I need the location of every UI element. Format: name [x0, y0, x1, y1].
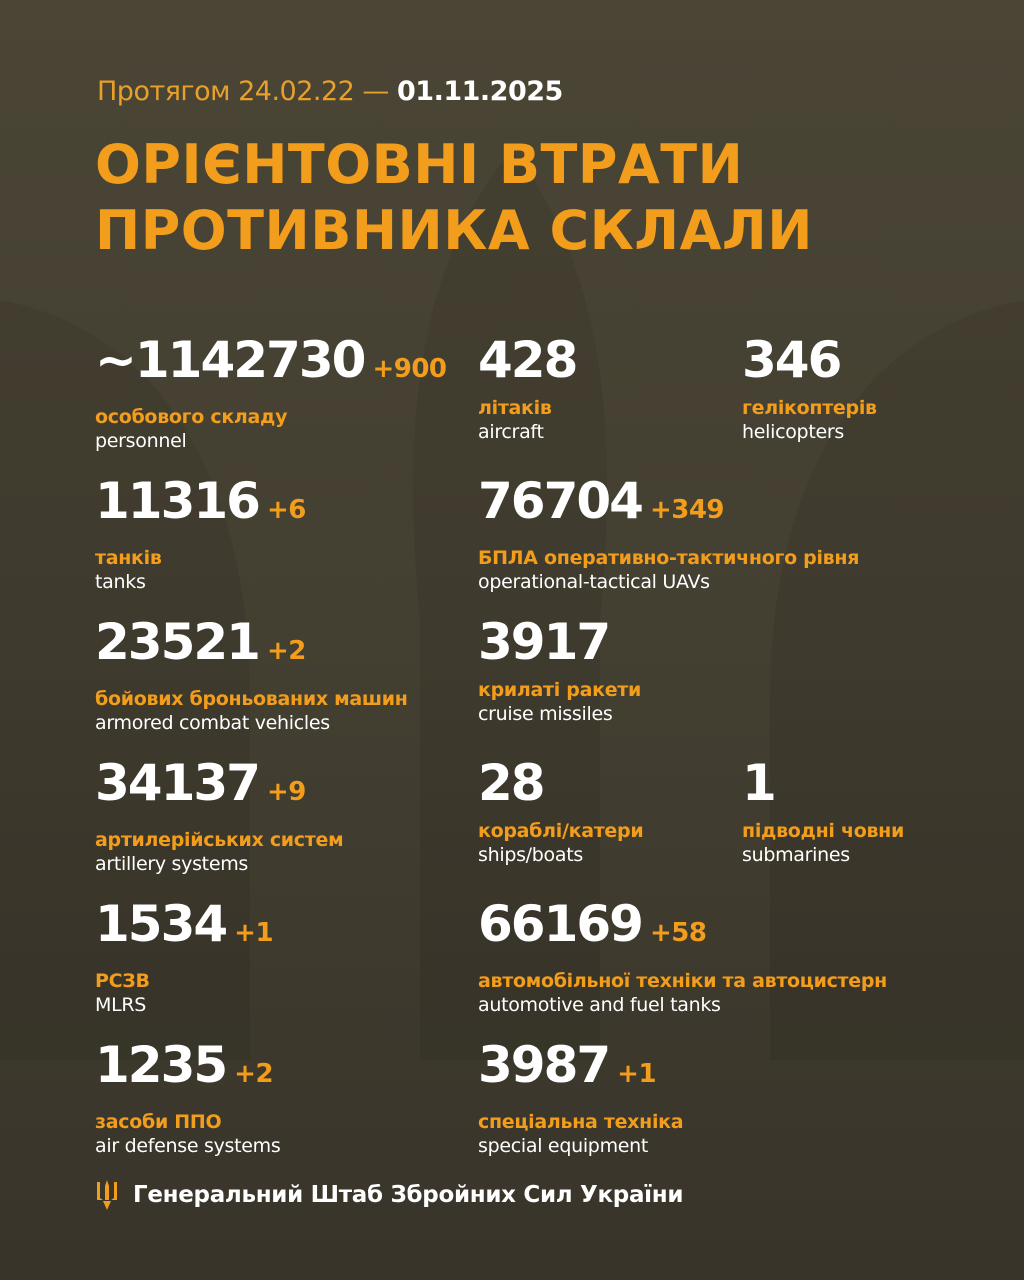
- stat-number: 3987: [478, 1036, 611, 1094]
- stat-tanks: 11316 +6 танків tanks: [95, 476, 306, 593]
- stat-value: 23521 +2: [95, 617, 408, 676]
- stat-label-en: air defense systems: [95, 1135, 281, 1157]
- stat-value: 3987 +1: [478, 1040, 683, 1099]
- stat-label-en: artillery systems: [95, 853, 249, 875]
- stat-value: 66169 +58: [478, 899, 887, 958]
- stat-value: 11316 +6: [95, 476, 306, 535]
- stat-label-ua: артилерійських систем: [95, 829, 344, 851]
- stat-value: 1235 +2: [95, 1040, 280, 1099]
- stat-number: 3917: [478, 613, 611, 671]
- stat-value: ~1142730 +900: [95, 335, 447, 394]
- stat-label-ua: автомобільної техніки та автоцистерн: [478, 970, 887, 992]
- stat-number: ~1142730: [95, 331, 366, 389]
- stat-operational-tactical-uavs: 76704 +349 БПЛА оперативно-тактичного рів…: [478, 476, 859, 593]
- stat-label-en: MLRS: [95, 994, 147, 1016]
- stat-automotive-and-fuel-tanks: 66169 +58 автомобільної техніки та автоци…: [478, 899, 887, 1016]
- stat-armored-combat-vehicles: 23521 +2 бойових броньованих машин armore…: [95, 617, 408, 734]
- stat-label-ua: особового складу: [95, 406, 288, 428]
- period-prefix: Протягом 24.02.22 —: [97, 76, 389, 107]
- stat-number: 1: [742, 754, 777, 812]
- stat-number: 11316: [95, 472, 261, 530]
- stat-artillery-systems: 34137 +9 артилерійських систем artillery …: [95, 758, 344, 875]
- stat-label-en: tanks: [95, 571, 146, 593]
- stat-value: 1534 +1: [95, 899, 274, 958]
- stat-number: 346: [742, 331, 842, 389]
- stat-submarines: 1 підводні човни submarines: [742, 758, 904, 866]
- stat-label-ua: танків: [95, 547, 162, 569]
- stat-label-ua: БПЛА оперативно-тактичного рівня: [478, 547, 860, 569]
- stat-cruise-missiles: 3917 крилаті ракети cruise missiles: [478, 617, 641, 725]
- stat-value: 346: [742, 335, 877, 385]
- title-line-1: ОРІЄНТОВНІ ВТРАТИ: [95, 133, 744, 196]
- stat-delta: +6: [266, 495, 306, 525]
- stat-label-ua: РСЗВ: [95, 970, 150, 992]
- stat-mlrs: 1534 +1 РСЗВ MLRS: [95, 899, 274, 1016]
- stat-aircraft: 428 літаків aircraft: [478, 335, 578, 443]
- stat-special-equipment: 3987 +1 спеціальна техніка special equipm…: [478, 1040, 684, 1157]
- stat-delta: +1: [617, 1059, 657, 1089]
- stat-value: 428: [478, 335, 578, 385]
- stat-delta: +2: [234, 1059, 274, 1089]
- stat-helicopters: 346 гелікоптерів helicopters: [742, 335, 877, 443]
- stat-number: 1534: [95, 895, 228, 953]
- stat-label-en: automotive and fuel tanks: [478, 994, 721, 1016]
- stat-label-ua: літаків: [478, 397, 552, 419]
- stat-ships-boats: 28 кораблі/катери ships/boats: [478, 758, 644, 866]
- stat-label-ua: гелікоптерів: [742, 397, 877, 419]
- period-date: 01.11.2025: [397, 76, 563, 107]
- stat-delta: +2: [266, 636, 306, 666]
- stat-air-defense-systems: 1235 +2 засоби ППО air defense systems: [95, 1040, 281, 1157]
- stat-label-ua: крилаті ракети: [478, 679, 642, 701]
- stat-label-en: cruise missiles: [478, 703, 613, 725]
- stat-delta: +9: [266, 777, 306, 807]
- stat-value: 28: [478, 758, 643, 808]
- stat-value: 1: [742, 758, 904, 808]
- stat-label-ua: спеціальна техніка: [478, 1111, 684, 1133]
- stat-label-ua: підводні човни: [742, 820, 905, 842]
- stat-delta: +58: [649, 918, 707, 948]
- stat-number: 428: [478, 331, 578, 389]
- stat-label-en: operational-tactical UAVs: [478, 571, 710, 593]
- stat-delta: +900: [372, 354, 447, 384]
- stat-value: 34137 +9: [95, 758, 343, 817]
- stat-number: 23521: [95, 613, 261, 671]
- stat-number: 28: [478, 754, 546, 812]
- stat-label-ua: кораблі/катери: [478, 820, 644, 842]
- stat-value: 3917: [478, 617, 641, 667]
- page-title: ОРІЄНТОВНІ ВТРАТИ ПРОТИВНИКА СКЛАЛИ: [95, 132, 813, 264]
- stat-number: 66169: [478, 895, 644, 953]
- stat-label-en: aircraft: [478, 421, 544, 443]
- footer: Генеральний Штаб Збройних Сил України: [95, 1180, 683, 1210]
- stat-number: 76704: [478, 472, 644, 530]
- trident-icon: [97, 1180, 117, 1210]
- stat-label-ua: бойових броньованих машин: [95, 688, 408, 710]
- stat-label-en: ships/boats: [478, 844, 583, 866]
- footer-text: Генеральний Штаб Збройних Сил України: [133, 1182, 684, 1208]
- stat-value: 76704 +349: [478, 476, 859, 535]
- stat-delta: +1: [234, 918, 274, 948]
- stat-label-en: submarines: [742, 844, 850, 866]
- stat-label-ua: засоби ППО: [95, 1111, 222, 1133]
- stat-label-en: helicopters: [742, 421, 844, 443]
- stat-number: 1235: [95, 1036, 228, 1094]
- stat-label-en: special equipment: [478, 1135, 649, 1157]
- period: Протягом 24.02.22 — 01.11.2025: [97, 76, 563, 107]
- stat-label-en: personnel: [95, 430, 187, 452]
- title-line-2: ПРОТИВНИКА СКЛАЛИ: [95, 199, 813, 262]
- stat-number: 34137: [95, 754, 261, 812]
- stat-label-en: armored combat vehicles: [95, 712, 330, 734]
- stat-personnel: ~1142730 +900 особового складу personnel: [95, 335, 447, 452]
- stat-delta: +349: [649, 495, 725, 525]
